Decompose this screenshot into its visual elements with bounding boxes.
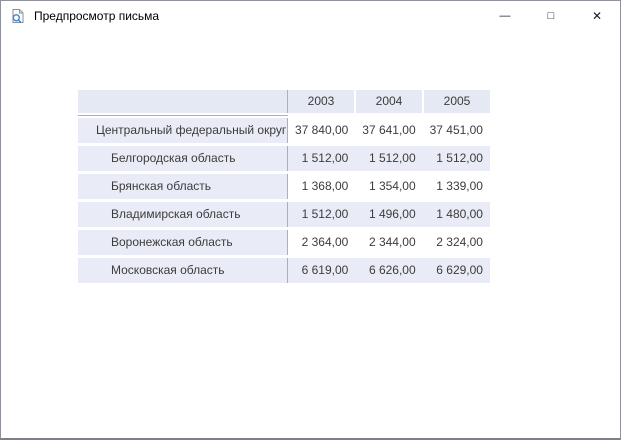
row-label: Московская область xyxy=(111,263,225,277)
minimize-button[interactable]: — xyxy=(499,10,511,22)
row-label-cell: Владимирская область xyxy=(78,202,288,227)
cell-value: 2 324,00 xyxy=(436,235,483,249)
cell-value: 1 512,00 xyxy=(301,151,349,165)
cell-value: 6 626,00 xyxy=(368,263,416,277)
row-values: 1 512,00 1 512,00 1 512,00 xyxy=(288,146,490,171)
row-values: 1 368,00 1 354,00 1 339,00 xyxy=(288,174,490,199)
pivot-table: 2003 2004 2005 Центральный федеральный о… xyxy=(78,90,490,283)
cell-value: 1 480,00 xyxy=(436,207,483,221)
row-label-cell: Московская область xyxy=(78,258,288,283)
cell-value: 1 496,00 xyxy=(368,207,416,221)
row-label-cell: Центральный федеральный округ xyxy=(78,118,288,143)
cell-value: 2 364,00 xyxy=(301,235,349,249)
table-row: Воронежская область 2 364,00 2 344,00 2 … xyxy=(78,230,490,255)
row-label-cell: Белгородская область xyxy=(78,146,288,171)
cell-value: 1 368,00 xyxy=(301,179,349,193)
row-label: Центральный федеральный округ xyxy=(96,123,287,137)
row-values: 1 512,00 1 496,00 1 480,00 xyxy=(288,202,490,227)
cell-value: 6 629,00 xyxy=(436,263,483,277)
cell-value: 37 840,00 xyxy=(294,123,349,137)
header-separator xyxy=(78,113,490,118)
column-header: 2004 xyxy=(356,90,422,113)
cell-value: 2 344,00 xyxy=(368,235,416,249)
column-header: 2005 xyxy=(424,90,490,113)
cell-value: 6 619,00 xyxy=(301,263,349,277)
column-header: 2003 xyxy=(288,90,354,113)
cell-value: 1 354,00 xyxy=(368,179,416,193)
year-columns: 2003 2004 2005 xyxy=(288,90,490,113)
table-row: Владимирская область 1 512,00 1 496,00 1… xyxy=(78,202,490,227)
preview-letter-icon xyxy=(10,8,26,24)
maximize-button[interactable]: □ xyxy=(547,10,555,22)
close-button[interactable]: ✕ xyxy=(591,9,603,23)
title-bar[interactable]: Предпросмотр письма — □ ✕ xyxy=(1,1,620,31)
row-values: 37 840,00 37 641,00 37 451,00 xyxy=(288,118,490,143)
row-label: Брянская область xyxy=(111,179,211,193)
window-title: Предпросмотр письма xyxy=(34,9,160,23)
row-values: 2 364,00 2 344,00 2 324,00 xyxy=(288,230,490,255)
cell-value: 37 451,00 xyxy=(429,123,483,137)
cell-value: 37 641,00 xyxy=(362,123,416,137)
table-row: Московская область 6 619,00 6 626,00 6 6… xyxy=(78,258,490,283)
cell-value: 1 512,00 xyxy=(301,207,349,221)
table-rows: Центральный федеральный округ 37 840,00 … xyxy=(78,118,490,283)
cell-value: 1 339,00 xyxy=(436,179,483,193)
cell-value: 1 512,00 xyxy=(436,151,483,165)
cell-value: 1 512,00 xyxy=(368,151,416,165)
header-corner-cell xyxy=(78,90,288,113)
row-label-cell: Брянская область xyxy=(78,174,288,199)
table-row: Центральный федеральный округ 37 840,00 … xyxy=(78,118,490,143)
table-row: Брянская область 1 368,00 1 354,00 1 339… xyxy=(78,174,490,199)
row-label: Белгородская область xyxy=(111,151,236,165)
row-label-cell: Воронежская область xyxy=(78,230,288,255)
row-values: 6 619,00 6 626,00 6 629,00 xyxy=(288,258,490,283)
table-row: Белгородская область 1 512,00 1 512,00 1… xyxy=(78,146,490,171)
caption-buttons: — □ ✕ xyxy=(482,1,620,31)
table-header-row: 2003 2004 2005 xyxy=(78,90,490,113)
row-label: Владимирская область xyxy=(111,207,241,221)
row-label: Воронежская область xyxy=(111,235,233,249)
